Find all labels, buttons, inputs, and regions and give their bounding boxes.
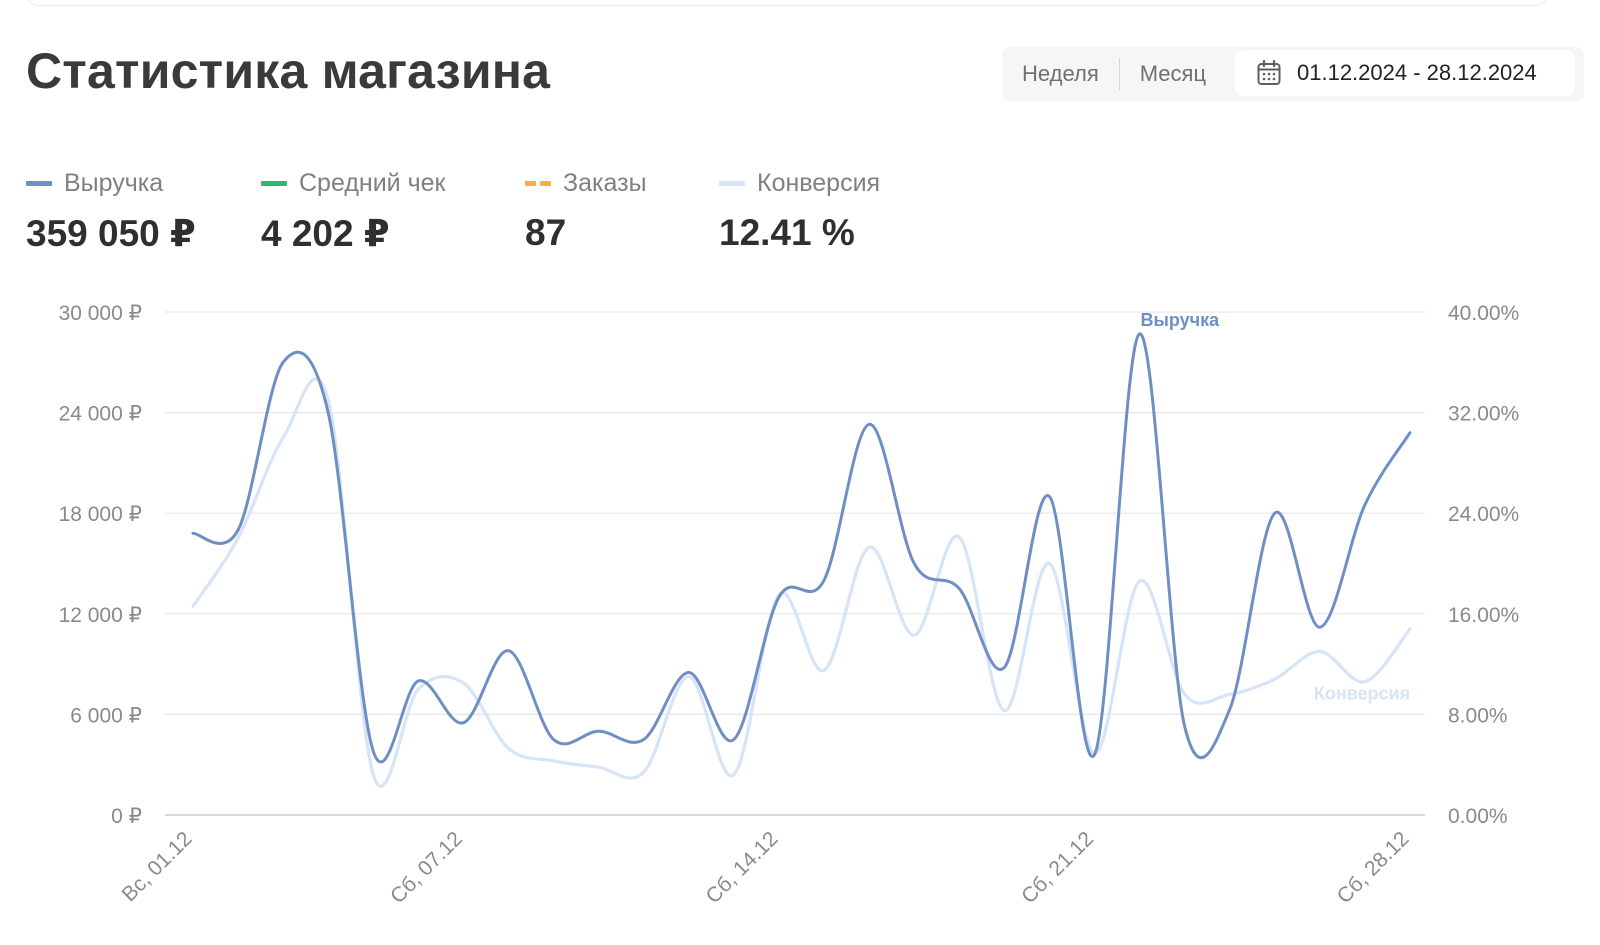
page-title: Статистика магазина [26, 43, 551, 99]
kpi-label: Конверсия [757, 168, 881, 197]
legend-swatch-average-check [261, 180, 287, 186]
y-left-tick-label: 6 000 ₽ [70, 704, 142, 727]
kpi-average-check[interactable]: Средний чек 4 202 ₽ [261, 168, 445, 255]
kpi-label: Выручка [64, 168, 164, 197]
chart-axes: 0 ₽ 0.00% 6 000 ₽ 8.00% 12 000 ₽ 16.00% 18 000… [59, 302, 1520, 908]
chart-series [191, 332, 1412, 788]
kpi-conversion[interactable]: Конверсия 12.41 % [719, 168, 880, 254]
period-week-button[interactable]: Неделя [1022, 61, 1099, 86]
legend-swatch-orders [525, 180, 551, 186]
y-left-tick-label: 30 000 ₽ [59, 302, 142, 325]
series-label-revenue: Выручка [1141, 310, 1221, 330]
y-left-tick-label: 24 000 ₽ [59, 403, 142, 426]
series-label-conversion: Конверсия [1314, 684, 1410, 704]
y-right-tick-label: 40.00% [1448, 302, 1519, 325]
y-left-tick-label: 12 000 ₽ [59, 604, 142, 627]
x-tick-label: Сб, 21.12 [1017, 827, 1098, 908]
chart-grid [165, 311, 1425, 816]
y-right-tick-label: 0.00% [1448, 805, 1508, 828]
kpi-value: 12.41 % [719, 212, 855, 253]
date-range-text: 01.12.2024 - 28.12.2024 [1297, 60, 1537, 85]
y-right-tick-label: 16.00% [1448, 604, 1519, 627]
y-right-tick-label: 24.00% [1448, 503, 1519, 526]
legend-swatch-conversion [719, 180, 745, 186]
toolbar-divider [1118, 58, 1120, 90]
x-tick-label: Сб, 28.12 [1333, 827, 1414, 908]
y-left-tick-label: 0 ₽ [111, 805, 142, 828]
kpi-label: Заказы [563, 168, 647, 197]
x-tick-label: Сб, 14.12 [702, 827, 783, 908]
x-tick-label: Сб, 07.12 [386, 827, 467, 908]
kpi-value: 4 202 ₽ [261, 213, 390, 254]
kpi-label: Средний чек [299, 168, 446, 197]
chart-series-labels: Выручка Конверсия [1141, 310, 1411, 704]
date-range-picker[interactable]: 01.12.2024 - 28.12.2024 [1235, 50, 1575, 96]
series-line-revenue[interactable] [191, 332, 1412, 764]
calendar-icon [1257, 60, 1281, 86]
kpi-revenue[interactable]: Выручка 359 050 ₽ [26, 168, 196, 255]
y-left-tick-label: 18 000 ₽ [59, 503, 142, 526]
x-tick-label: Вс, 01.12 [118, 827, 197, 906]
series-line-conversion[interactable] [191, 377, 1412, 788]
kpi-value: 87 [525, 212, 567, 253]
kpi-value: 359 050 ₽ [26, 213, 196, 254]
kpi-orders[interactable]: Заказы 87 [525, 168, 647, 254]
legend-swatch-revenue [26, 180, 52, 186]
y-right-tick-label: 32.00% [1448, 403, 1519, 426]
period-month-button[interactable]: Месяц [1139, 61, 1207, 86]
y-right-tick-label: 8.00% [1448, 704, 1508, 727]
